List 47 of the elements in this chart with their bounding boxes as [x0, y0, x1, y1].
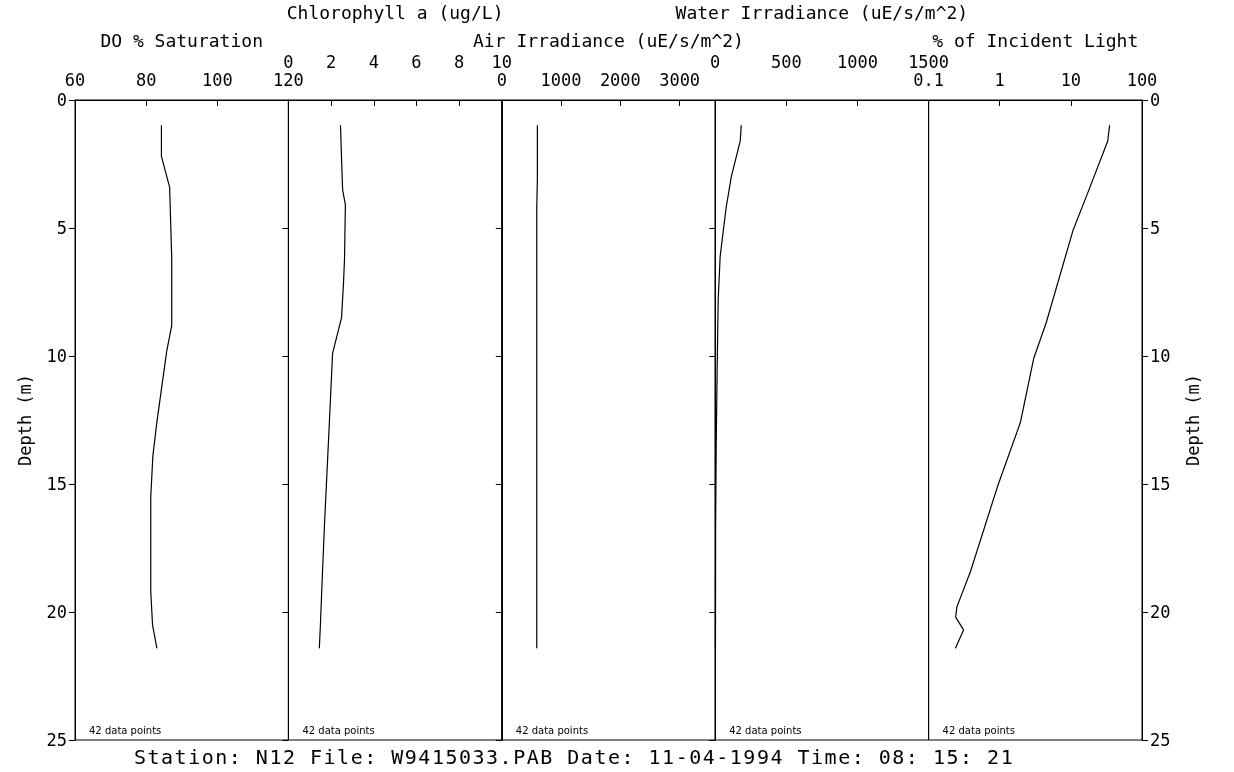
y-axis-title: Depth (m): [1182, 373, 1203, 467]
y-tick-label: 5: [1150, 218, 1161, 238]
annotation: 42 data points: [302, 724, 375, 736]
x-axis-title: DO % Saturation: [100, 29, 263, 51]
x-axis-title: % of Incident Light: [932, 29, 1139, 51]
annotation: 42 data points: [515, 724, 589, 736]
y-tick-label: 0: [1150, 90, 1161, 110]
x-axis-title: Air Irradiance (uE/s/m^2): [473, 29, 744, 51]
x-axis-title: Water Irradiance (uE/s/m^2): [675, 1, 969, 23]
x-tick-label: 2: [325, 51, 337, 72]
x-tick-label: 100: [201, 69, 233, 90]
x-tick-label: 1000: [540, 69, 582, 90]
x-tick-label: 1500: [908, 51, 950, 72]
annotation: 42 data points: [89, 724, 162, 736]
y-tick-label: 25: [1150, 730, 1171, 750]
x-tick-label: 120: [273, 69, 304, 90]
x-tick-label: 8: [453, 51, 465, 72]
y-tick-label: 15: [1150, 474, 1171, 494]
y-tick-label: 10: [46, 346, 67, 366]
y-tick-label: 5: [56, 218, 67, 238]
x-tick-label: 60: [64, 69, 86, 90]
x-tick-label: 10: [1060, 69, 1082, 90]
x-tick-label: 3000: [659, 69, 701, 90]
annotation: 42 data points: [942, 724, 1015, 736]
y-tick-label: 20: [1150, 602, 1171, 622]
x-tick-label: 2000: [599, 69, 641, 90]
y-tick-label: 15: [46, 474, 67, 494]
x-tick-label: 1000: [836, 51, 878, 72]
x-axis-title: Chlorophyll a (ug/L): [286, 1, 504, 23]
x-tick-label: 100: [1126, 69, 1158, 90]
y-tick-label: 10: [1150, 346, 1171, 366]
x-tick-label: 6: [411, 51, 422, 72]
y-tick-label: 25: [46, 730, 67, 750]
x-tick-label: 10: [491, 51, 513, 72]
x-tick-label: 0: [283, 51, 294, 72]
y-axis-title: Depth (m): [14, 373, 35, 467]
x-tick-label: 0.1: [913, 69, 944, 90]
x-tick-label: 4: [368, 51, 379, 72]
x-tick-label: 0: [710, 51, 721, 72]
annotation: 42 data points: [729, 724, 802, 736]
y-tick-label: 0: [56, 90, 67, 110]
x-tick-label: 500: [770, 51, 802, 72]
text: Station: N12 File: W9415033.PAB Date: 11-04-1994 Time: 08: 15: 21: [134, 745, 1015, 769]
y-tick-label: 20: [46, 602, 67, 622]
x-tick-label: 80: [135, 69, 157, 90]
x-tick-label: 1: [994, 69, 1005, 90]
x-tick-label: 0: [496, 69, 507, 90]
